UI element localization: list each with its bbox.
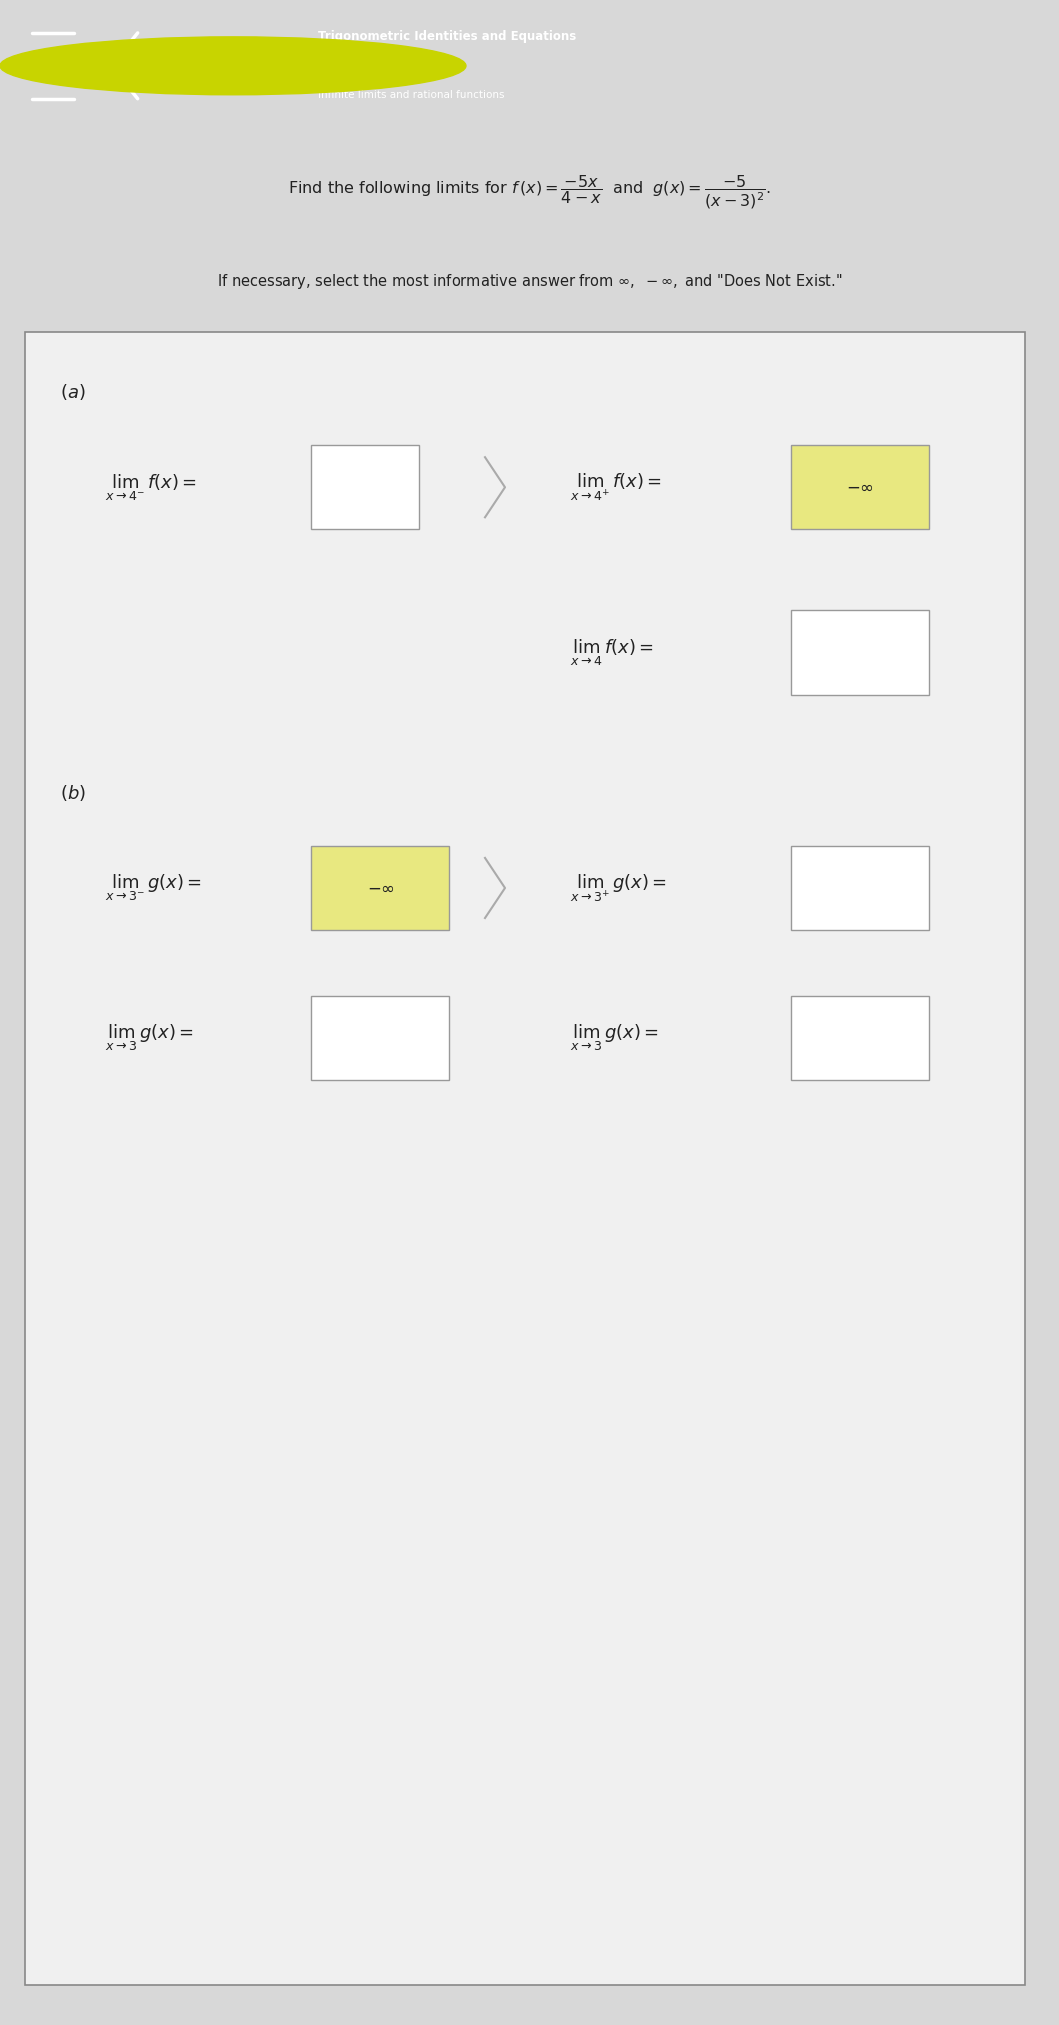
Text: Trigonometric Identities and Equations: Trigonometric Identities and Equations bbox=[318, 30, 576, 43]
FancyBboxPatch shape bbox=[311, 996, 449, 1079]
Circle shape bbox=[0, 36, 466, 95]
Text: $\underset{x \to 3}{\lim}\, g(x) =$: $\underset{x \to 3}{\lim}\, g(x) =$ bbox=[570, 1023, 659, 1053]
Text: $\underset{x \to 4^{+}}{\lim}\, f(x) =$: $\underset{x \to 4^{+}}{\lim}\, f(x) =$ bbox=[570, 472, 662, 502]
Text: Find the following limits for $f\,(x)=\dfrac{-5x}{4-x}$  and  $g(x)=\dfrac{-5}{(: Find the following limits for $f\,(x)=\d… bbox=[288, 172, 772, 211]
Text: $(a)$: $(a)$ bbox=[60, 383, 86, 403]
Text: $\underset{x \to 3^{+}}{\lim}\, g(x) =$: $\underset{x \to 3^{+}}{\lim}\, g(x) =$ bbox=[570, 873, 667, 903]
FancyBboxPatch shape bbox=[791, 446, 929, 529]
Text: $(b)$: $(b)$ bbox=[60, 784, 86, 802]
Text: $\underset{x \to 4}{\lim}\, f(x) =$: $\underset{x \to 4}{\lim}\, f(x) =$ bbox=[570, 638, 653, 668]
FancyBboxPatch shape bbox=[25, 332, 1025, 1984]
Text: $\underset{x \to 3}{\lim}\, g(x) =$: $\underset{x \to 3}{\lim}\, g(x) =$ bbox=[105, 1023, 194, 1053]
Text: If necessary, select the most informative answer from $\infty,\ -\infty,$ and "D: If necessary, select the most informativ… bbox=[217, 273, 843, 292]
Text: $\underset{x \to 3^{-}}{\lim}\, g(x) =$: $\underset{x \to 3^{-}}{\lim}\, g(x) =$ bbox=[105, 873, 202, 903]
FancyBboxPatch shape bbox=[791, 846, 929, 929]
Text: $\underset{x \to 4^{-}}{\lim}\, f(x) =$: $\underset{x \to 4^{-}}{\lim}\, f(x) =$ bbox=[105, 472, 197, 502]
FancyBboxPatch shape bbox=[311, 846, 449, 929]
Text: Infinite limits and rational functions: Infinite limits and rational functions bbox=[318, 89, 504, 99]
FancyBboxPatch shape bbox=[311, 446, 419, 529]
FancyBboxPatch shape bbox=[791, 996, 929, 1079]
Text: $-\infty$: $-\infty$ bbox=[846, 478, 874, 496]
FancyBboxPatch shape bbox=[791, 610, 929, 695]
Text: $-\infty$: $-\infty$ bbox=[367, 879, 395, 897]
